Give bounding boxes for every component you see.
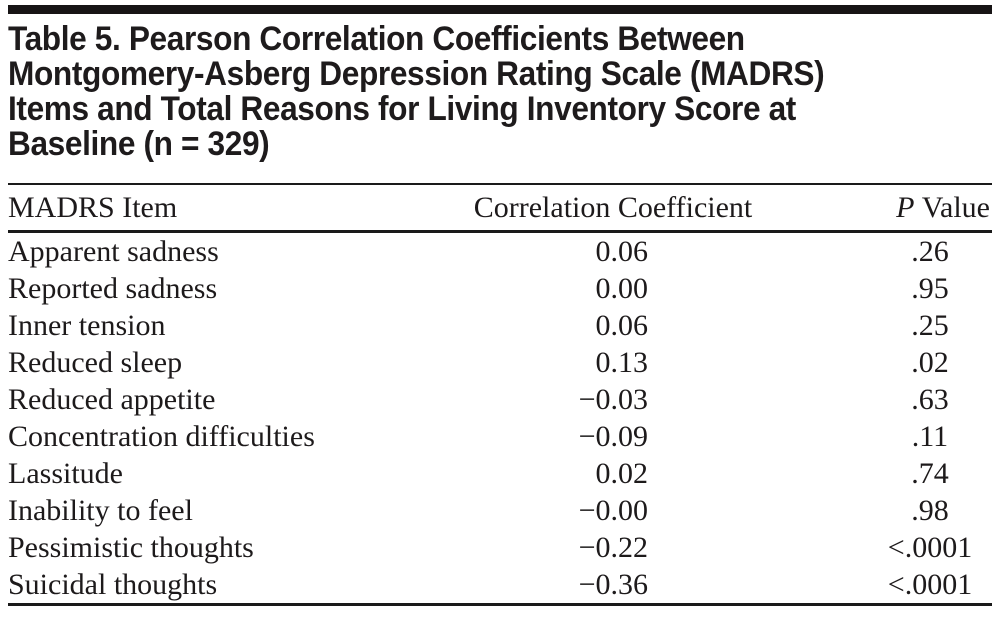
- pvalue-label-rest: Value: [921, 191, 990, 224]
- table-row: Concentration difficulties −0.09 .11: [8, 418, 992, 455]
- cell-item: Lassitude: [8, 457, 123, 490]
- top-rule: [8, 5, 992, 14]
- madrs-correlation-table: MADRS Item Correlation Coefficient P Valu…: [8, 183, 992, 606]
- cell-item: Suicidal thoughts: [8, 568, 218, 601]
- cell-pvalue: <.0001: [887, 531, 973, 564]
- title-line: Baseline (n = 329): [8, 125, 270, 163]
- table-row: Inner tension 0.06 .25: [8, 307, 992, 344]
- table-row: Apparent sadness 0.06 .26: [8, 232, 992, 271]
- cell-pvalue: .02: [911, 346, 949, 379]
- table-row: Lassitude 0.02 .74: [8, 455, 992, 492]
- cell-item: Reduced appetite: [8, 383, 216, 416]
- cell-item: Inability to feel: [8, 494, 193, 527]
- cell-coefficient: 0.06: [595, 309, 649, 342]
- column-header-coefficient: Correlation Coefficient: [473, 191, 753, 224]
- cell-coefficient: −0.22: [578, 531, 648, 564]
- cell-pvalue: .98: [911, 494, 949, 527]
- table-row: Reported sadness 0.00 .95: [8, 270, 992, 307]
- title-line: Table 5. Pearson Correlation Coefficient…: [8, 20, 745, 58]
- cell-pvalue: .95: [911, 272, 949, 305]
- cell-coefficient: 0.06: [595, 235, 649, 268]
- table-row: Pessimistic thoughts −0.22 <.0001: [8, 529, 992, 566]
- cell-coefficient: −0.09: [578, 420, 648, 453]
- table-row: Reduced appetite −0.03 .63: [8, 381, 992, 418]
- cell-item: Reduced sleep: [8, 346, 183, 379]
- cell-coefficient: 0.02: [595, 457, 649, 490]
- cell-pvalue: <.0001: [887, 568, 973, 601]
- cell-pvalue: .63: [911, 383, 949, 416]
- header-row: MADRS Item Correlation Coefficient P Valu…: [8, 184, 992, 232]
- cell-coefficient: −0.00: [578, 494, 648, 527]
- column-header-item: MADRS Item: [8, 191, 178, 224]
- table-row: Suicidal thoughts −0.36 <.0001: [8, 566, 992, 605]
- table-body: Apparent sadness 0.06 .26 Reported sadne…: [8, 232, 992, 605]
- cell-item: Pessimistic thoughts: [8, 531, 254, 564]
- column-header-pvalue: P Value: [778, 184, 992, 232]
- cell-coefficient: −0.36: [578, 568, 648, 601]
- title-line: Montgomery-Asberg Depression Rating Scal…: [8, 55, 825, 93]
- cell-coefficient: −0.03: [578, 383, 648, 416]
- cell-pvalue: .74: [911, 457, 949, 490]
- table-header: MADRS Item Correlation Coefficient P Valu…: [8, 184, 992, 232]
- table-title: Table 5. Pearson Correlation Coefficient…: [8, 20, 825, 163]
- cell-pvalue: .26: [911, 235, 949, 268]
- cell-coefficient: 0.13: [595, 346, 649, 379]
- table-row: Inability to feel −0.00 .98: [8, 492, 992, 529]
- title-line: Items and Total Reasons for Living Inven…: [8, 90, 796, 128]
- cell-coefficient: 0.00: [595, 272, 649, 305]
- cell-item: Reported sadness: [8, 272, 218, 305]
- table-row: Reduced sleep 0.13 .02: [8, 344, 992, 381]
- pvalue-italic-p: P: [896, 191, 915, 224]
- cell-item: Concentration difficulties: [8, 420, 315, 453]
- cell-pvalue: .25: [911, 309, 949, 342]
- cell-pvalue: .11: [911, 420, 949, 453]
- cell-item: Apparent sadness: [8, 235, 219, 268]
- cell-item: Inner tension: [8, 309, 166, 342]
